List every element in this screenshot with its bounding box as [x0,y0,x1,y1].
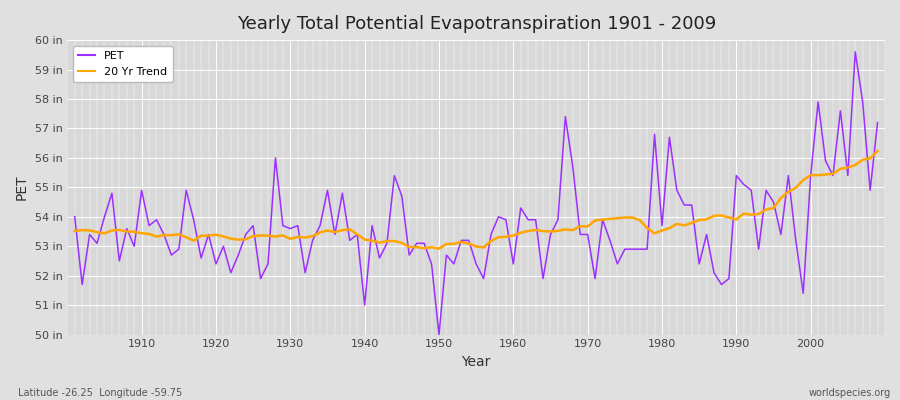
Text: Latitude -26.25  Longitude -59.75: Latitude -26.25 Longitude -59.75 [18,388,182,398]
Legend: PET, 20 Yr Trend: PET, 20 Yr Trend [73,46,173,82]
Y-axis label: PET: PET [15,174,29,200]
Text: worldspecies.org: worldspecies.org [809,388,891,398]
Title: Yearly Total Potential Evapotranspiration 1901 - 2009: Yearly Total Potential Evapotranspiratio… [237,15,716,33]
X-axis label: Year: Year [462,355,490,369]
